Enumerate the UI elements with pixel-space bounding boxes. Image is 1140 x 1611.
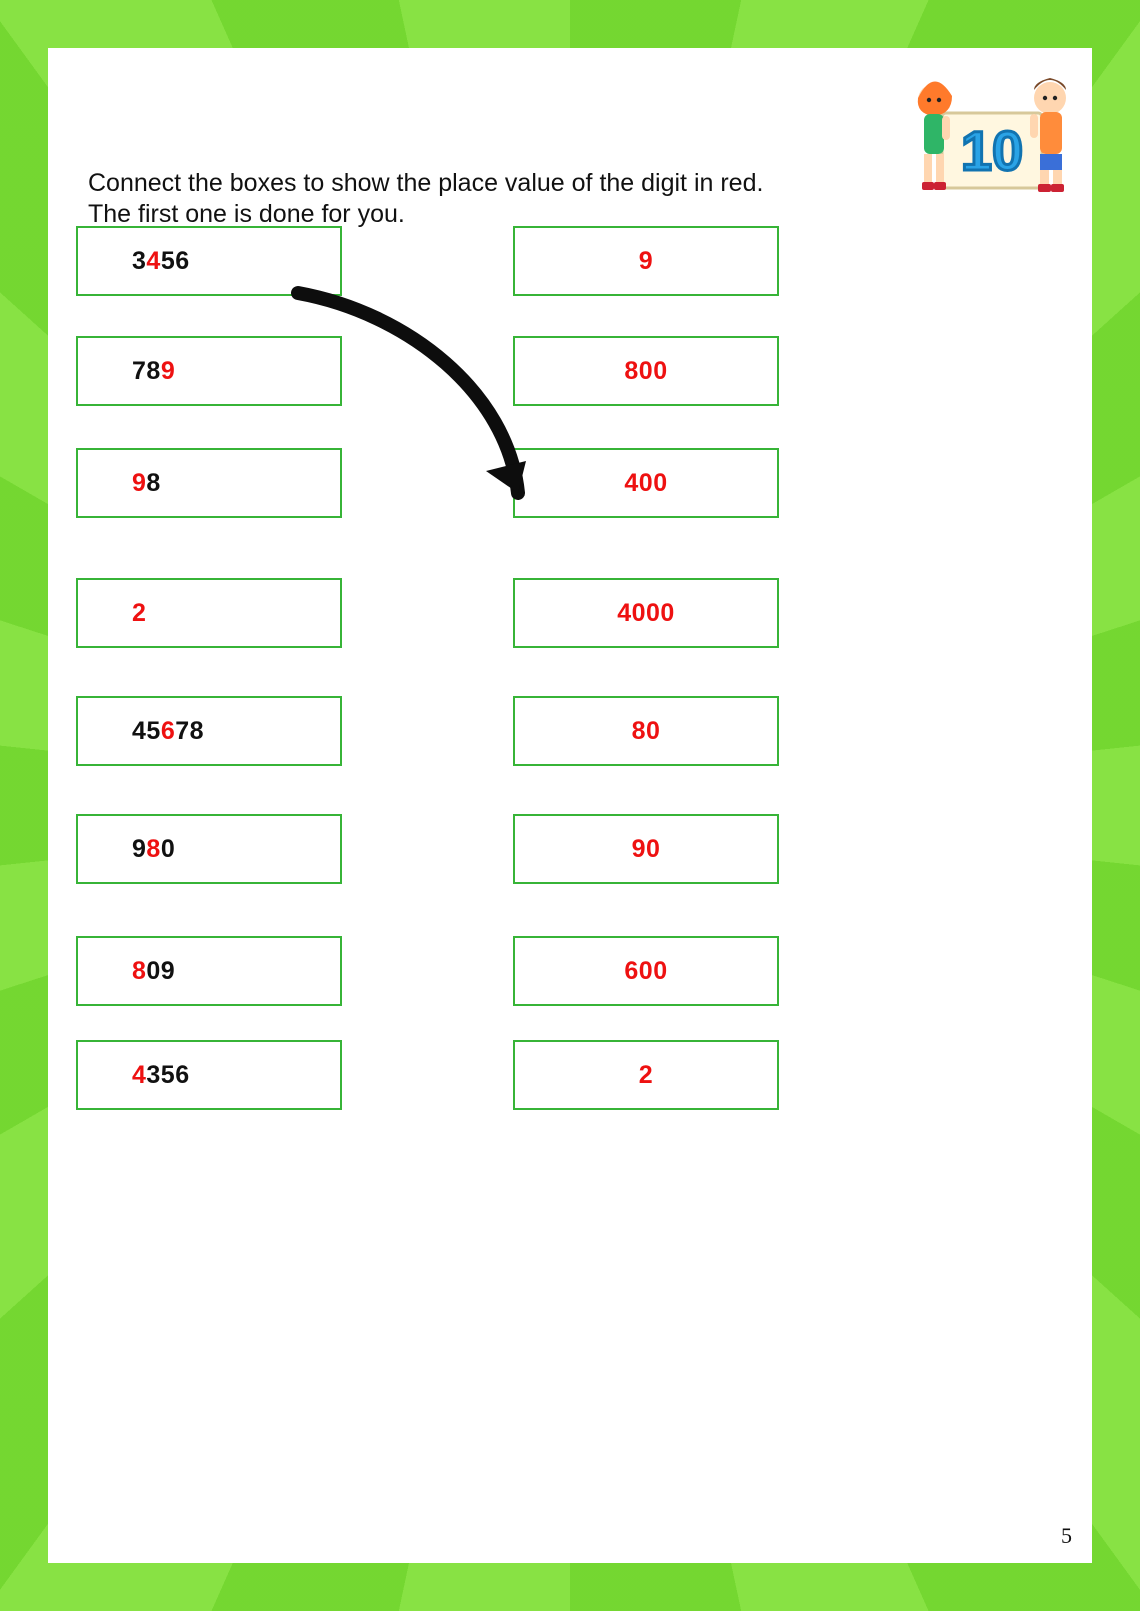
red-digit: 2 (132, 599, 146, 628)
right-box[interactable]: 90 (513, 814, 779, 884)
right-box[interactable]: 4000 (513, 578, 779, 648)
left-box[interactable]: 789 (76, 336, 342, 406)
right-box[interactable]: 80 (513, 696, 779, 766)
right-box[interactable]: 800 (513, 336, 779, 406)
left-box[interactable]: 980 (76, 814, 342, 884)
left-box[interactable]: 2 (76, 578, 342, 648)
left-box[interactable]: 3456 (76, 226, 342, 296)
red-digit: 4 (132, 1061, 146, 1090)
digit: 78 (175, 717, 204, 746)
kids-illustration: 10 (902, 58, 1082, 208)
left-column: 3456789982456789808094356 (76, 226, 342, 1110)
illustration-number: 10 (961, 119, 1023, 182)
red-digit: 9 (161, 357, 175, 386)
red-digit: 4 (146, 247, 160, 276)
digit: 0 (161, 835, 175, 864)
digit: 56 (161, 247, 190, 276)
digit: 09 (146, 957, 175, 986)
left-box[interactable]: 4356 (76, 1040, 342, 1110)
right-box[interactable]: 2 (513, 1040, 779, 1110)
red-digit: 9 (132, 469, 146, 498)
right-column: 9 800 400 4000 80 90 600 2 (513, 226, 779, 1110)
left-box[interactable]: 45678 (76, 696, 342, 766)
red-digit: 8 (146, 835, 160, 864)
worksheet-sheet: 10 Connect the boxes to show the place v… (48, 48, 1092, 1563)
right-box[interactable]: 400 (513, 448, 779, 518)
digit: 3 (132, 247, 146, 276)
red-digit: 6 (161, 717, 175, 746)
right-box[interactable]: 9 (513, 226, 779, 296)
digit: 356 (146, 1061, 189, 1090)
digit: 45 (132, 717, 161, 746)
digit: 8 (146, 469, 160, 498)
digit: 9 (132, 835, 146, 864)
red-digit: 8 (132, 957, 146, 986)
left-box[interactable]: 809 (76, 936, 342, 1006)
right-box[interactable]: 600 (513, 936, 779, 1006)
digit: 78 (132, 357, 161, 386)
instructions-line-1: Connect the boxes to show the place valu… (88, 168, 763, 199)
left-box[interactable]: 98 (76, 448, 342, 518)
instructions: Connect the boxes to show the place valu… (88, 168, 763, 231)
page-number: 5 (1061, 1523, 1072, 1549)
